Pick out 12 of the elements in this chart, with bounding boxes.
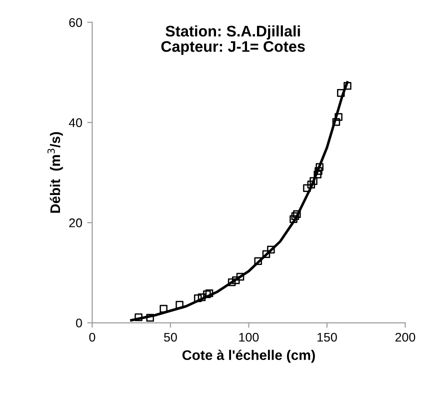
- x-tick-label: 0: [89, 332, 96, 342]
- y-tick-label: 20: [69, 218, 82, 228]
- x-tick-label: 100: [239, 332, 259, 342]
- x-tick-label: 50: [164, 332, 177, 342]
- y-tick-label: 0: [76, 318, 82, 328]
- x-tick-label: 150: [318, 332, 337, 342]
- text: Station: S.A.Djillali Capteur: J-1= Cotes: [161, 25, 305, 55]
- y-axis-title: Débit (m$^{3}$/s): [47, 132, 63, 213]
- x-axis-title: Cote à l'échelle (cm): [182, 350, 315, 363]
- y-tick-label: 60: [69, 18, 82, 27]
- y-tick-label: 40: [68, 118, 82, 128]
- x-tick-label: 200: [395, 332, 416, 342]
